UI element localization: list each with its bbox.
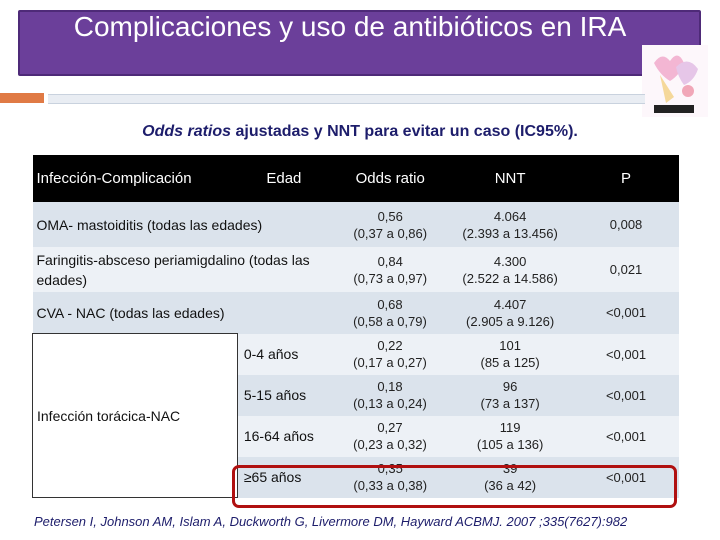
caption-italic: Odds ratios [142,123,232,140]
group-label: Infección torácica-NAC [32,333,238,498]
p-cell: <0,001 [605,469,647,485]
table-row: OMA- mastoiditis (todas las edades) 0,56… [32,202,679,247]
odds-ratio-cell: 0,84 (0,73 a 0,97) [353,253,428,286]
reference-citation: Petersen I, Johnson AM, Islam A, Duckwor… [34,514,628,529]
table-row: 5-15 años 0,18 (0,13 a 0,24) 96 (73 a 137)… [32,374,679,416]
odds-ratio-cell: 0,22 (0,17 a 0,27) [353,338,427,370]
accent-bar [0,93,44,103]
results-table: Infección-Complicación Edad Odds ratio N… [32,155,679,498]
table-header-row: Infección-Complicación Edad Odds ratio N… [32,155,679,202]
table-row: CVA - NAC (todas las edades) 0,68 (0,58 a… [32,292,679,334]
header-p: P [573,155,679,202]
odds-ratio-cell: 0,27 (0,23 a 0,32) [353,420,427,452]
nnt-cell: 101 (85 a 125) [480,338,540,370]
odds-ratio-cell: 0,35 (0,33 a 0,38) [353,461,428,493]
odds-ratio-cell: 0,18 (0,13 a 0,24) [353,379,427,411]
row-label: CVA - NAC (todas las edades) [36,304,225,321]
page-title: Complicaciones y uso de antibióticos en … [73,11,627,42]
highlight-box [232,465,677,508]
nnt-cell: 39 (36 a 42) [484,461,537,493]
age-cell: 16-64 años [243,428,314,444]
row-label: Faringitis-absceso periamigdalino (todas… [36,251,310,288]
nnt-cell: 4.300 (2.522 a 14.586) [462,253,558,286]
header-infeccion: Infección-Complicación [32,155,238,202]
table-row: Faringitis-absceso periamigdalino (todas… [32,247,679,292]
title-banner [18,10,701,76]
age-cell: 0-4 años [243,346,299,362]
nnt-cell: 119 (105 a 136) [476,420,544,452]
p-cell: 0,021 [609,262,643,277]
header-nnt: NNT [447,155,574,202]
header-odds-ratio: Odds ratio [333,155,448,202]
p-cell: <0,001 [605,387,647,403]
odds-ratio-cell: 0,68 (0,58 a 0,79) [353,296,427,329]
p-cell: <0,001 [605,346,647,362]
table-caption: Odds ratios ajustadas y NNT para evitar … [0,123,720,141]
row-label: OMA- mastoiditis (todas las edades) [36,216,263,233]
odds-ratio-cell: 0,56 (0,37 a 0,86) [353,208,428,241]
caption-text: ajustadas y NNT para evitar un caso (IC9… [231,123,578,140]
age-cell: ≥65 años [243,469,302,485]
header-edad: Edad [237,155,334,202]
p-cell: <0,001 [605,305,647,321]
nnt-cell: 4.064 (2.393 a 13.456) [462,208,558,241]
divider-bar [48,94,645,104]
p-cell: 0,008 [609,217,643,232]
logo-image [642,45,708,117]
age-cell: 5-15 años [243,387,307,403]
nnt-cell: 4.407 (2.905 a 9.126) [466,296,555,329]
nnt-cell: 96 (73 a 137) [480,379,540,411]
table-row: Infección torácica-NAC 0-4 años 0,22 (0,1… [32,333,679,498]
p-cell: <0,001 [605,428,647,444]
